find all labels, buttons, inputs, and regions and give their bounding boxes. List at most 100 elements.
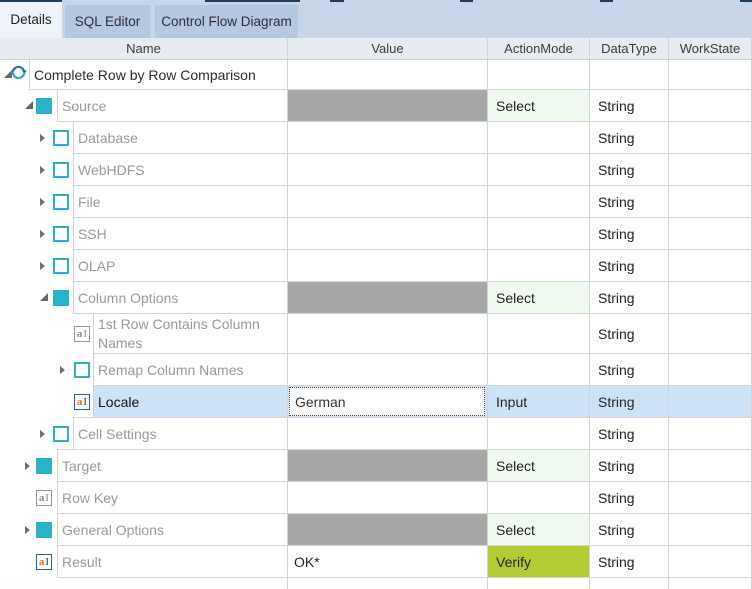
datatype-cell[interactable]: String [589,282,668,314]
actionmode-cell[interactable] [487,122,589,154]
actionmode-cell[interactable] [487,60,589,90]
actionmode-cell[interactable] [487,186,589,218]
column-header-datatype[interactable]: DataType [589,38,668,60]
checkbox-icon[interactable] [53,226,69,242]
checkbox-icon[interactable] [53,258,69,274]
datatype-cell[interactable]: String [589,186,668,218]
workstate-cell[interactable] [668,314,752,354]
actionmode-cell[interactable] [487,250,589,282]
value-cell[interactable] [287,314,487,354]
datatype-cell[interactable]: String [589,90,668,122]
module-icon[interactable] [36,522,52,538]
tree-row[interactable]: Cell Settings String [0,418,752,450]
name-cell[interactable]: Target [57,450,287,482]
tree-row[interactable]: aI Locale Input String [0,386,752,418]
checkbox-icon[interactable] [53,130,69,146]
expand-toggle[interactable] [40,230,45,238]
tree-row[interactable]: WebHDFS String [0,154,752,186]
actionmode-cell[interactable]: Select [487,450,589,482]
name-cell[interactable]: Cell Settings [73,418,287,450]
actionmode-cell[interactable]: Select [487,282,589,314]
name-cell[interactable]: OLAP [73,250,287,282]
workstate-cell[interactable] [668,418,752,450]
expand-toggle[interactable] [25,462,30,470]
value-cell[interactable] [287,386,487,418]
value-cell[interactable] [287,154,487,186]
expand-toggle[interactable] [40,198,45,206]
column-header-value[interactable]: Value [287,38,487,60]
tab-details[interactable]: Details [0,0,62,38]
value-cell[interactable] [287,60,487,90]
column-header-workstate[interactable]: WorkState [668,38,752,60]
actionmode-cell[interactable] [487,154,589,186]
actionmode-cell[interactable] [487,418,589,450]
actionmode-cell[interactable]: Select [487,90,589,122]
workstate-cell[interactable] [668,546,752,578]
workstate-cell[interactable] [668,186,752,218]
tree-row[interactable]: File String [0,186,752,218]
actionmode-cell[interactable] [487,354,589,386]
datatype-cell[interactable]: String [589,314,668,354]
expand-toggle[interactable] [40,293,48,301]
workstate-cell[interactable] [668,282,752,314]
name-cell[interactable]: SSH [73,218,287,250]
module-icon[interactable] [36,458,52,474]
name-cell[interactable]: Locale [93,386,287,418]
name-cell[interactable]: WebHDFS [73,154,287,186]
tree-row[interactable]: Target Select String [0,450,752,482]
datatype-cell[interactable]: String [589,122,668,154]
datatype-cell[interactable]: String [589,354,668,386]
datatype-cell[interactable]: String [589,546,668,578]
name-cell[interactable]: 1st Row Contains Column Names [93,314,287,354]
value-editor-input[interactable] [289,387,485,416]
workstate-cell[interactable] [668,514,752,546]
tree-row[interactable]: Remap Column Names String [0,354,752,386]
expand-toggle[interactable] [40,262,45,270]
actionmode-cell[interactable] [487,482,589,514]
module-icon[interactable] [53,290,69,306]
value-cell[interactable] [287,250,487,282]
tree-row[interactable]: Database String [0,122,752,154]
tree-row[interactable]: Complete Row by Row Comparison [0,60,752,90]
expand-toggle[interactable] [60,366,65,374]
actionmode-cell[interactable] [487,218,589,250]
checkbox-icon[interactable] [53,162,69,178]
workstate-cell[interactable] [668,482,752,514]
value-cell[interactable] [287,282,487,314]
value-cell[interactable] [287,482,487,514]
value-cell[interactable]: OK* [287,546,487,578]
value-cell[interactable] [287,90,487,122]
tab-sql-editor[interactable]: SQL Editor [65,5,150,38]
expand-toggle[interactable] [25,101,33,109]
name-cell[interactable]: Row Key [57,482,287,514]
datatype-cell[interactable] [589,60,668,90]
actionmode-cell[interactable]: Input [487,386,589,418]
datatype-cell[interactable]: String [589,218,668,250]
tree-row[interactable]: Source Select String [0,90,752,122]
actionmode-cell[interactable]: Select [487,514,589,546]
column-header-name[interactable]: Name [0,38,287,60]
name-cell[interactable]: Complete Row by Row Comparison [29,60,287,90]
workstate-cell[interactable] [668,250,752,282]
value-cell[interactable] [287,514,487,546]
datatype-cell[interactable]: String [589,386,668,418]
name-cell[interactable]: Remap Column Names [93,354,287,386]
module-icon[interactable] [36,98,52,114]
checkbox-icon[interactable] [74,362,90,378]
workstate-cell[interactable] [668,450,752,482]
value-cell[interactable] [287,218,487,250]
datatype-cell[interactable]: String [589,450,668,482]
tree-row[interactable]: OLAP String [0,250,752,282]
actionmode-cell[interactable]: Verify [487,546,589,578]
tree-row[interactable]: Column Options Select String [0,282,752,314]
workstate-cell[interactable] [668,154,752,186]
workstate-cell[interactable] [668,218,752,250]
value-cell[interactable] [287,418,487,450]
workstate-cell[interactable] [668,60,752,90]
actionmode-cell[interactable] [487,314,589,354]
value-cell[interactable] [287,354,487,386]
datatype-cell[interactable]: String [589,482,668,514]
expand-toggle[interactable] [4,70,12,78]
